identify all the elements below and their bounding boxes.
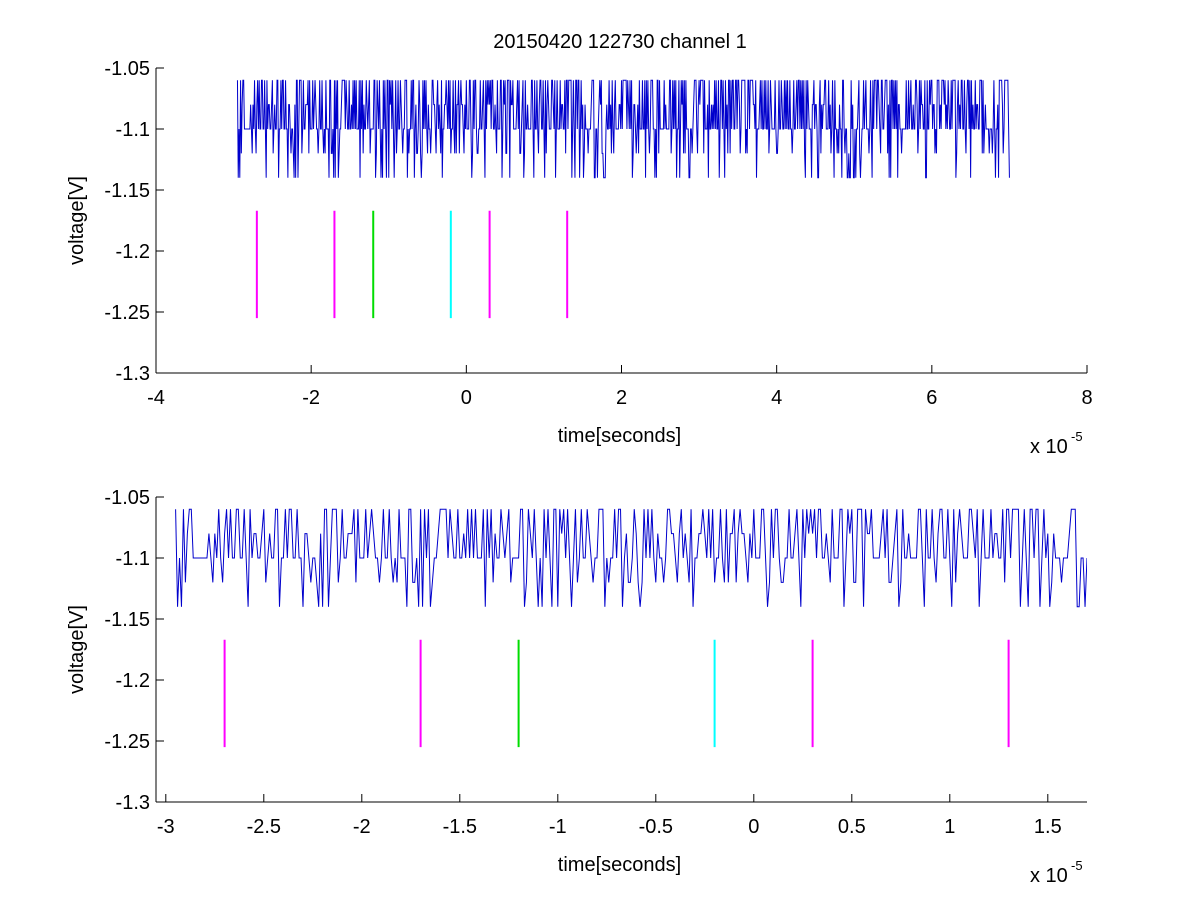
y-tick-label: -1.15 [104,180,150,202]
x-tick-label: 1.5 [1034,816,1062,838]
x-tick-label: -0.5 [639,816,673,838]
x-tick-label: 0 [748,816,759,838]
x-tick-label: 0 [461,387,472,409]
x-exponent-power: -5 [1071,858,1083,873]
y-axis-label: voltage[V] [66,605,88,694]
y-tick-label: -1.1 [116,548,150,570]
y-tick-label: -1.3 [116,792,150,814]
y-tick-label: -1.1 [116,119,150,141]
bottom-axes: -3 -2.5 -2 -1.5 -1 -0.5 0 0.5 1 1.5 -1.05 -1.1 -1.15… [66,487,1087,887]
y-tick-label: -1.05 [104,487,150,509]
x-tick-label: 1 [944,816,955,838]
x-tick-label: -4 [147,387,165,409]
y-tick-label: -1.25 [104,302,150,324]
x-exponent-base: x 10 [1030,436,1068,458]
figure-title: 20150420 122730 channel 1 [493,31,747,53]
x-tick-label: 8 [1081,387,1092,409]
x-axis-label: time[seconds] [558,425,681,447]
y-tick-label: -1.2 [116,241,150,263]
x-exponent-base: x 10 [1030,865,1068,887]
y-axis-label: voltage[V] [66,176,88,265]
x-tick-label: 4 [771,387,782,409]
x-tick-label: -2 [302,387,320,409]
y-tick-label: -1.15 [104,609,150,631]
x-tick-label: -1 [549,816,567,838]
x-tick-label: -1.5 [443,816,477,838]
voltage-trace [175,508,1087,608]
x-tick-label: 6 [926,387,937,409]
x-tick-label: -2.5 [247,816,281,838]
y-tick-label: -1.3 [116,363,150,385]
top-axes: -4 -2 0 2 4 6 8 -1.05 -1.1 -1.15 -1.2 -1.25 -1.3 time… [66,58,1093,458]
y-tick-label: -1.05 [104,58,150,80]
y-tick-label: -1.25 [104,731,150,753]
x-tick-label: -2 [353,816,371,838]
y-tick-label: -1.2 [116,670,150,692]
x-axis-label: time[seconds] [558,854,681,876]
x-tick-label: 0.5 [838,816,866,838]
x-tick-label: -3 [157,816,175,838]
x-exponent-power: -5 [1071,429,1083,444]
voltage-trace [236,79,1010,179]
x-tick-label: 2 [616,387,627,409]
